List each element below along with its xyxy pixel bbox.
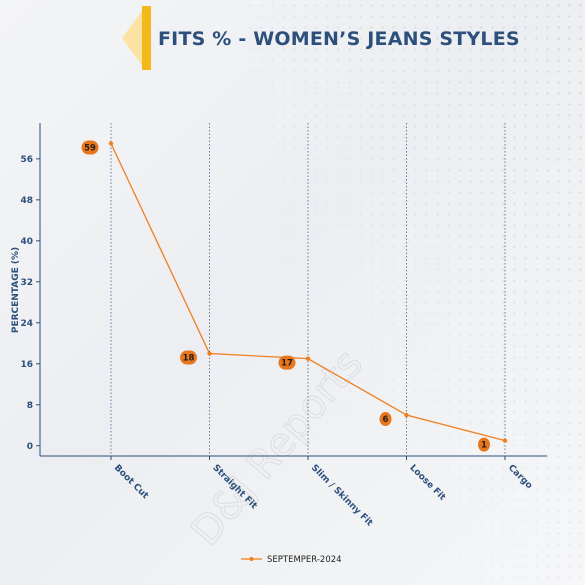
data-point xyxy=(305,356,311,361)
y-tick-label: 16 xyxy=(20,360,33,370)
y-tick-label: 56 xyxy=(20,155,33,165)
page-title: FITS % - WOMEN’S JEANS STYLES xyxy=(158,28,520,50)
y-tick-label: 40 xyxy=(20,237,33,247)
y-ticks: 0 8 16 24 32 40 48 56 xyxy=(20,155,40,452)
x-ticks: Boot Cut Straight Fit Slim / Skinny Fit Loo… xyxy=(110,456,534,529)
data-label: 59 xyxy=(84,143,96,153)
brand-chevron-icon xyxy=(122,6,151,70)
y-axis-title: PERCENTAGE (%) xyxy=(11,247,21,333)
data-point xyxy=(207,351,212,356)
data-label-badge xyxy=(379,412,392,427)
data-label: 17 xyxy=(281,359,293,369)
data-point xyxy=(502,438,508,443)
x-tick-label: Boot Cut xyxy=(112,463,151,502)
data-point xyxy=(404,412,409,418)
data-label: 1 xyxy=(481,441,487,451)
y-tick-label: 48 xyxy=(20,196,33,206)
legend-label: SEPTEMPER-2024 xyxy=(267,555,342,565)
legend-marker-swatch xyxy=(249,557,254,561)
data-label: 18 xyxy=(183,354,195,364)
x-tick-label: Slim / Skinny Fit xyxy=(309,463,375,529)
y-tick-label: 32 xyxy=(20,278,33,288)
data-label-badge xyxy=(180,350,197,365)
legend: SEPTEMPER-2024 xyxy=(241,555,342,565)
y-tick-label: 8 xyxy=(27,401,33,411)
data-label-badge xyxy=(478,437,490,452)
data-label: 6 xyxy=(383,415,389,425)
series-group xyxy=(108,141,508,443)
y-tick-label: 24 xyxy=(20,319,33,329)
data-label-badge xyxy=(81,140,99,155)
x-tick-label: Loose Fit xyxy=(407,463,447,503)
data-label-badge xyxy=(278,355,296,370)
data-labels: 59 18 17 6 1 xyxy=(81,140,490,452)
watermark: D&J Reports xyxy=(182,341,371,554)
data-point xyxy=(108,141,114,146)
x-tick-label: Cargo xyxy=(506,463,534,491)
y-tick-label: 0 xyxy=(27,442,33,452)
vertical-gridlines xyxy=(110,123,506,456)
